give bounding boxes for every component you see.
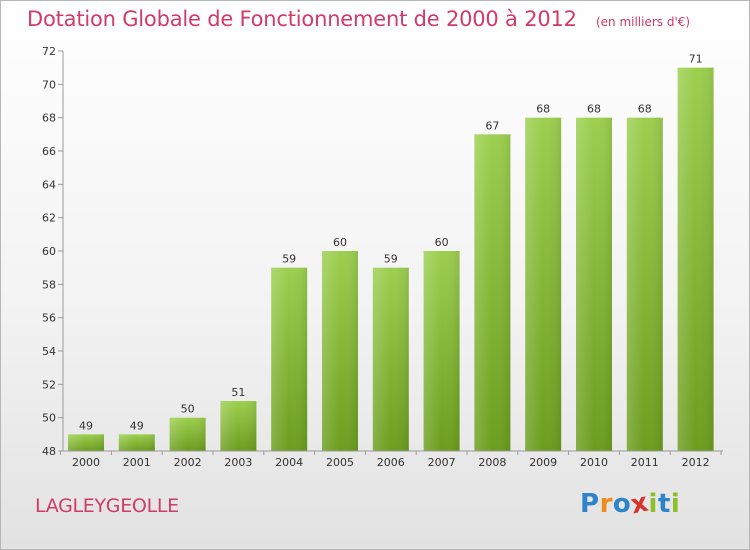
bar-highlight <box>474 134 511 452</box>
bars: 49 49 50 51 59 60 59 60 67 68 68 68 71 <box>68 53 714 452</box>
y-tick-label: 52 <box>42 378 56 391</box>
data-label: 68 <box>587 103 601 116</box>
x-tick-label: 2007 <box>428 456 456 469</box>
bar-highlight <box>423 251 460 451</box>
logo-letter: o <box>612 489 632 519</box>
x-axis: 2000 2001 2002 2003 2004 2005 2006 2007 2008 2009… <box>60 450 723 469</box>
y-tick-label: 50 <box>42 412 56 425</box>
logo-letter: i <box>670 489 681 519</box>
bar-highlight <box>677 67 714 452</box>
x-tick-label: 2012 <box>682 456 710 469</box>
y-axis: 48 50 52 54 56 58 60 62 64 66 68 70 72 <box>42 45 64 458</box>
data-label: 51 <box>231 386 245 399</box>
data-label: 67 <box>485 119 499 132</box>
y-tick-label: 48 <box>42 445 56 458</box>
data-label: 49 <box>79 419 93 432</box>
x-tick-label: 2005 <box>326 456 354 469</box>
x-tick-label: 2001 <box>123 456 151 469</box>
y-tick-label: 72 <box>42 45 56 58</box>
data-label: 60 <box>435 236 449 249</box>
bar-highlight <box>576 117 612 452</box>
data-label: 60 <box>333 236 347 249</box>
chart-title: Dotation Globale de Fonctionnement de 20… <box>27 7 577 31</box>
y-tick-label: 54 <box>42 345 56 358</box>
y-tick-label: 70 <box>42 78 56 91</box>
x-tick-label: 2006 <box>377 456 405 469</box>
bar-highlight <box>271 267 308 451</box>
bar-highlight <box>169 417 206 451</box>
data-label: 68 <box>536 103 550 116</box>
data-label: 50 <box>181 403 195 416</box>
x-tick-label: 2004 <box>275 456 303 469</box>
x-tick-label: 2009 <box>529 456 557 469</box>
proxiti-logo: Proxiti <box>580 488 681 521</box>
bar-highlight <box>118 434 155 451</box>
bar-highlight <box>322 251 358 451</box>
y-tick-label: 62 <box>42 212 56 225</box>
data-label: 59 <box>282 253 296 266</box>
y-tick-label: 56 <box>42 312 56 325</box>
title-row: Dotation Globale de Fonctionnement de 20… <box>27 7 690 31</box>
x-tick-label: 2010 <box>580 456 608 469</box>
y-tick-label: 60 <box>42 245 56 258</box>
data-label: 49 <box>130 419 144 432</box>
bar-highlight <box>372 267 409 451</box>
logo-letter: i <box>648 489 658 519</box>
y-tick-label: 64 <box>42 178 56 191</box>
chart-unit: (en milliers d'€) <box>595 15 691 29</box>
x-tick-label: 2011 <box>631 456 659 469</box>
y-tick-label: 68 <box>42 112 56 125</box>
commune-name: LAGLEYGEOLLE <box>35 495 179 517</box>
bar-highlight <box>525 117 562 452</box>
logo-letter: r <box>599 489 613 519</box>
logo-letter: t <box>657 489 671 519</box>
x-tick-label: 2000 <box>72 456 100 469</box>
data-label: 59 <box>384 253 398 266</box>
bar-highlight <box>68 434 104 451</box>
data-label: 71 <box>689 53 703 66</box>
bar-highlight <box>220 401 257 451</box>
y-tick-label: 66 <box>42 145 56 158</box>
bar-highlight <box>626 117 663 452</box>
y-tick-label: 58 <box>42 278 56 291</box>
x-tick-label: 2003 <box>224 456 252 469</box>
data-label: 68 <box>638 103 652 116</box>
x-tick-label: 2008 <box>478 456 506 469</box>
x-tick-label: 2002 <box>174 456 202 469</box>
logo-letter: P <box>580 489 600 519</box>
